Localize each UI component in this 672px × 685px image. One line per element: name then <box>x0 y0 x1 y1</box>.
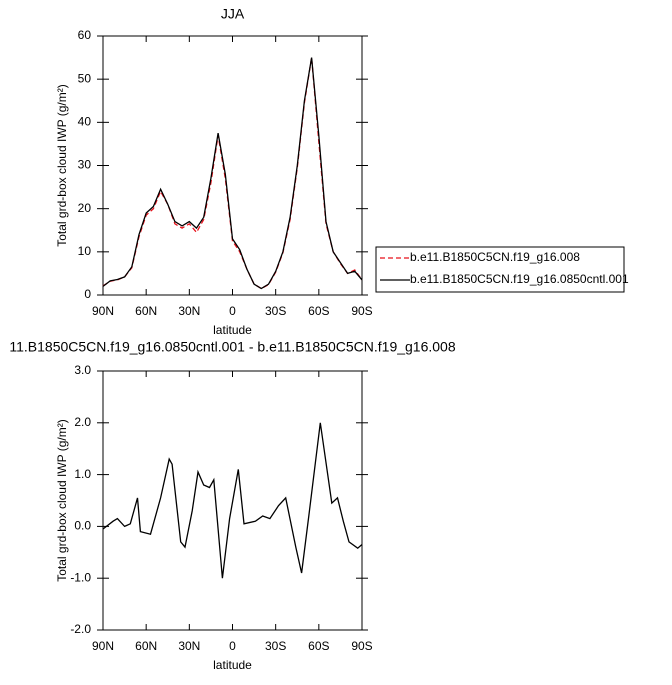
x-tick-label: 60N <box>135 304 157 318</box>
x-axis-label: latitude <box>213 658 252 672</box>
data-line <box>102 422 363 579</box>
y-tick-label: 0 <box>84 287 91 301</box>
y-axis-label: Total grd-box cloud IWP (g/m²) <box>55 84 69 247</box>
y-tick-label: 40 <box>78 115 92 129</box>
x-tick-label: 30N <box>178 639 200 653</box>
chart-title: JJA <box>221 6 245 22</box>
legend-box <box>375 246 625 293</box>
y-tick-label: 60 <box>78 28 92 42</box>
x-tick-label: 0 <box>229 639 236 653</box>
plot-frame <box>102 35 363 296</box>
y-tick-label: 1.0 <box>74 467 91 481</box>
y-tick-label: 0.0 <box>74 519 91 533</box>
x-axis-label: latitude <box>213 323 252 337</box>
data-line <box>102 57 363 290</box>
x-tick-label: 60S <box>308 639 329 653</box>
y-tick-label: -2.0 <box>70 622 91 636</box>
chart-title: 11.B1850C5CN.f19_g16.0850cntl.001 - b.e1… <box>9 339 455 355</box>
y-tick-label: 3.0 <box>74 363 91 377</box>
x-tick-label: 30S <box>265 639 286 653</box>
x-tick-label: 30S <box>265 304 286 318</box>
legend-label: b.e11.B1850C5CN.f19_g16.008 <box>410 250 580 264</box>
y-tick-label: 2.0 <box>74 415 91 429</box>
y-tick-label: 20 <box>78 201 92 215</box>
x-tick-label: 60N <box>135 639 157 653</box>
data-line <box>102 57 363 290</box>
y-tick-label: -1.0 <box>70 570 91 584</box>
x-tick-label: 90N <box>92 304 114 318</box>
plot-frame <box>102 370 363 631</box>
x-tick-label: 0 <box>229 304 236 318</box>
y-tick-label: 50 <box>78 71 92 85</box>
x-tick-label: 90N <box>92 639 114 653</box>
legend: b.e11.B1850C5CN.f19_g16.008 b.e11.B1850C5… <box>375 246 629 293</box>
y-tick-label: 10 <box>78 244 92 258</box>
y-axis-label: Total grd-box cloud IWP (g/m²) <box>55 419 69 582</box>
legend-label: b.e11.B1850C5CN.f19_g16.0850cntl.001 <box>410 272 629 286</box>
x-tick-label: 90S <box>351 304 372 318</box>
x-tick-label: 30N <box>178 304 200 318</box>
x-tick-label: 60S <box>308 304 329 318</box>
y-tick-label: 30 <box>78 158 92 172</box>
x-tick-label: 90S <box>351 639 372 653</box>
